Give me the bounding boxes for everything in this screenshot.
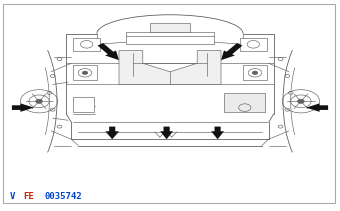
Polygon shape <box>119 51 221 84</box>
Text: V: V <box>10 192 16 201</box>
Circle shape <box>36 99 42 103</box>
FancyArrow shape <box>221 43 242 60</box>
Circle shape <box>82 71 88 74</box>
FancyArrow shape <box>12 103 34 112</box>
FancyArrow shape <box>306 103 328 112</box>
Bar <box>73 97 94 112</box>
Circle shape <box>252 71 258 74</box>
FancyArrow shape <box>160 127 173 139</box>
FancyArrow shape <box>211 127 224 139</box>
Bar <box>240 38 267 51</box>
Bar <box>150 23 190 32</box>
Text: FE: FE <box>23 192 34 201</box>
Circle shape <box>298 99 304 103</box>
Bar <box>73 38 100 51</box>
Bar <box>73 65 97 80</box>
Bar <box>224 93 265 112</box>
Text: 0035742: 0035742 <box>44 192 82 201</box>
Bar <box>126 32 214 44</box>
FancyArrow shape <box>98 43 119 60</box>
FancyArrow shape <box>106 127 119 139</box>
Bar <box>243 65 267 80</box>
